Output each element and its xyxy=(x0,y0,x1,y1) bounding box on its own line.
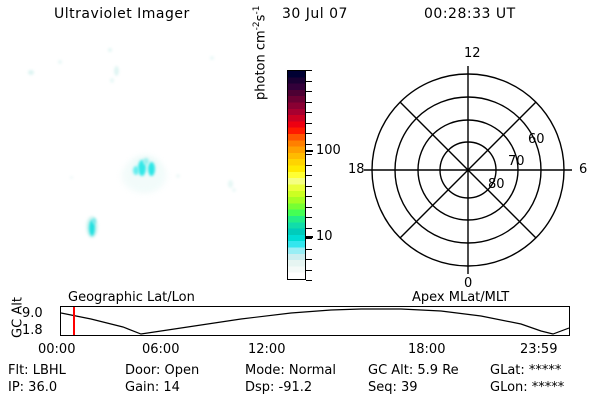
colorbar-axis-title-sup2: -1 xyxy=(252,5,262,15)
status-ip: IP: 36.0 xyxy=(8,380,58,395)
observation-date: 30 Jul 07 xyxy=(282,6,348,22)
colorbar-tick-label-10: 10 xyxy=(316,229,333,244)
status-glon: GLon: ***** xyxy=(490,380,565,395)
aurora-image-panel xyxy=(10,48,250,286)
colorbar-ticks xyxy=(306,70,313,281)
strip-x-tick-0: 00:00 xyxy=(38,342,76,357)
strip-time-cursor[interactable] xyxy=(73,307,75,335)
polar-mlt-label-0: 0 xyxy=(464,276,473,291)
strip-x-tick-2: 12:00 xyxy=(248,342,286,357)
status-gain: Gain: 14 xyxy=(125,380,180,395)
observation-time: 00:28:33 UT xyxy=(424,6,516,22)
orbit-altitude-strip[interactable] xyxy=(60,306,570,336)
orbit-altitude-trace xyxy=(60,308,570,335)
polar-grid xyxy=(364,66,572,274)
status-door: Door: Open xyxy=(125,363,200,378)
status-filter: Flt: LBHL xyxy=(8,363,66,378)
aurora-emission-blob xyxy=(58,60,62,64)
colorbar-gradient xyxy=(288,71,305,279)
aurora-emission-blob xyxy=(89,220,95,236)
aurora-emission-blob xyxy=(92,218,96,224)
strip-y-tick-9: 9.0 xyxy=(22,306,43,321)
aurora-emission-blob xyxy=(133,166,139,175)
polar-axis-diag-2 xyxy=(399,101,537,239)
strip-x-tick-1: 06:00 xyxy=(142,342,180,357)
aurora-emission-blob xyxy=(228,180,233,188)
aurora-emission-blob xyxy=(114,66,119,76)
colorbar-tick-label-100: 100 xyxy=(316,143,341,158)
aurora-emission-blob xyxy=(210,56,214,60)
aurora-emission-blob xyxy=(148,162,155,176)
aurora-emission-blob xyxy=(108,48,112,52)
aurora-emission-blob xyxy=(138,160,146,176)
status-glat: GLat: ***** xyxy=(490,363,562,378)
status-seq: Seq: 39 xyxy=(368,380,418,395)
aurora-emission-blob xyxy=(232,188,236,192)
status-gc-alt: GC Alt: 5.9 Re xyxy=(368,363,459,378)
polar-mlt-label-12: 12 xyxy=(464,46,481,61)
polar-mlt-label-18: 18 xyxy=(348,162,365,177)
colorbar-axis-title: photon cm-2s-1 xyxy=(252,0,268,100)
strip-y-tick-1-8: 1.8 xyxy=(22,323,43,338)
colorbar-axis-title-mid: s xyxy=(253,14,269,22)
polar-mlt-dial: 12 6 0 18 60 70 80 xyxy=(346,44,600,294)
aurora-emission-blob xyxy=(110,78,114,83)
strip-caption-geographic: Geographic Lat/Lon xyxy=(68,290,195,305)
aurora-emission-blob xyxy=(176,174,180,178)
page-title: Ultraviolet Imager xyxy=(54,6,190,22)
strip-x-tick-3: 18:00 xyxy=(408,342,446,357)
polar-lat-label-70: 70 xyxy=(508,154,525,169)
status-mode: Mode: Normal xyxy=(245,363,336,378)
strip-caption-apex: Apex MLat/MLT xyxy=(412,290,510,305)
colorbar-axis-title-sup1: -2 xyxy=(252,21,262,31)
colorbar xyxy=(287,70,306,280)
colorbar-axis-title-main: photon cm xyxy=(253,30,269,100)
aurora-emission-blob xyxy=(28,70,34,75)
status-dsp: Dsp: -91.2 xyxy=(245,380,313,395)
aurora-emission-blob xyxy=(143,158,149,165)
polar-lat-label-60: 60 xyxy=(528,132,545,147)
polar-mlt-label-6: 6 xyxy=(579,162,588,177)
strip-x-tick-4: 23:59 xyxy=(520,342,558,357)
aurora-emission-blob xyxy=(70,176,73,179)
polar-lat-label-80: 80 xyxy=(488,177,505,192)
